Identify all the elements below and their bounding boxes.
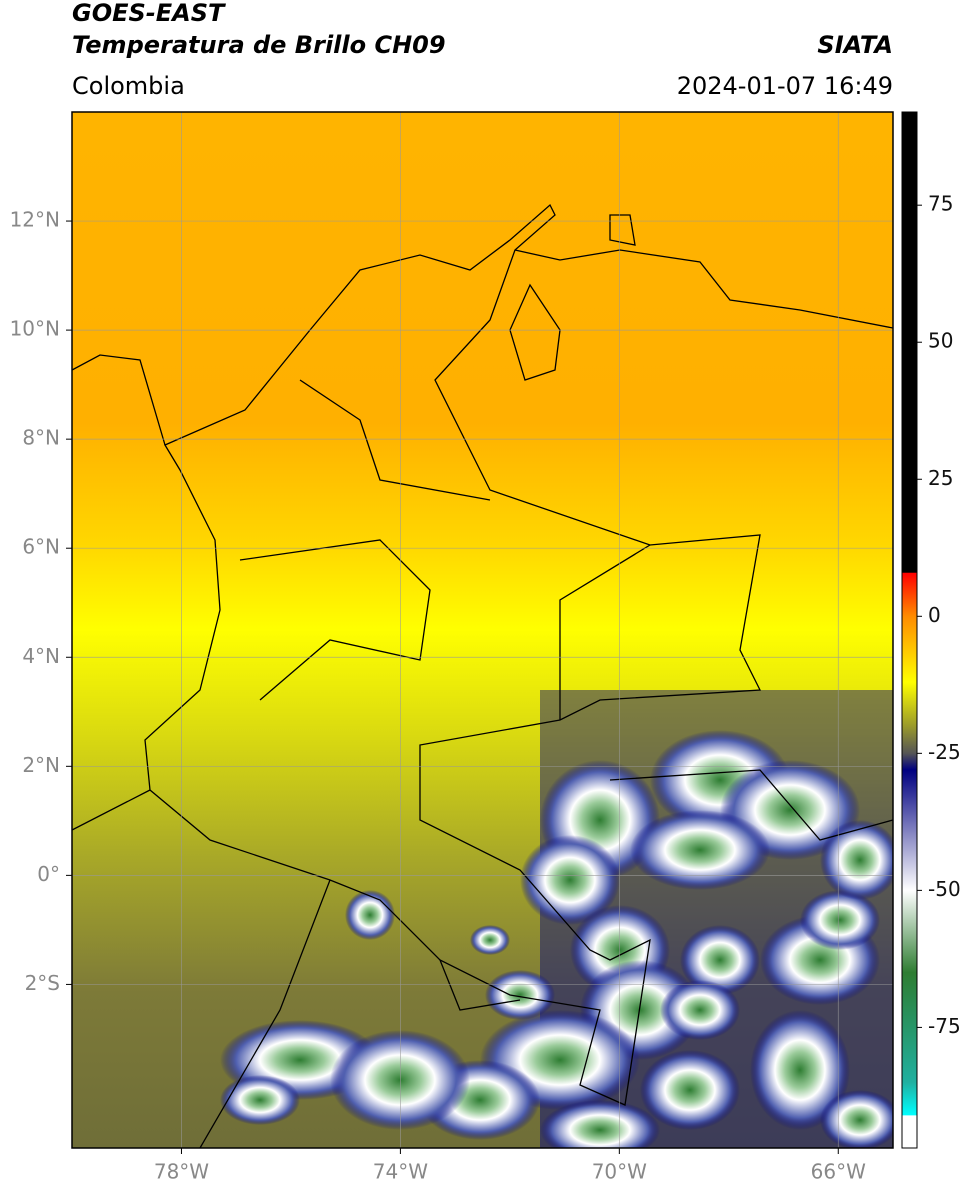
region: Colombia xyxy=(72,72,185,100)
map-image xyxy=(72,112,893,1148)
grid xyxy=(72,112,893,1148)
colorbar-tick-label: -75 xyxy=(928,1014,961,1038)
map-frame xyxy=(71,111,894,1149)
background xyxy=(72,112,893,1148)
colorbar-tick-label: -25 xyxy=(928,740,961,764)
y-tick-label: 4°N xyxy=(22,644,60,668)
date: 2024-01-07 16:49 xyxy=(677,72,893,100)
y-tick-label: 2°S xyxy=(25,971,60,995)
y-tick-label: 0° xyxy=(37,862,60,886)
colorbar-tick-label: -50 xyxy=(928,877,961,901)
colorbar-tick-label: 25 xyxy=(928,466,953,490)
y-tick-label: 6°N xyxy=(22,535,60,559)
colorbar-tick-label: 0 xyxy=(928,603,941,627)
colorbar-tick-label: 50 xyxy=(928,329,953,353)
borders xyxy=(72,203,893,1148)
colorbar-tick-label: 75 xyxy=(928,192,953,216)
y-tick-label: 10°N xyxy=(10,317,60,341)
x-tick-label: 78°W xyxy=(154,1160,209,1184)
subtitle: Temperatura de Brillo CH09 xyxy=(72,31,446,59)
y-tick-label: 2°N xyxy=(22,753,60,777)
title: GOES-EAST xyxy=(72,0,226,27)
colorbar xyxy=(901,111,918,1149)
y-tick-label: 8°N xyxy=(22,426,60,450)
x-tick-label: 66°W xyxy=(811,1160,866,1184)
source: SIATA xyxy=(817,31,893,59)
y-tick-label: 12°N xyxy=(10,208,60,232)
x-tick-label: 74°W xyxy=(373,1160,428,1184)
x-tick-label: 70°W xyxy=(592,1160,647,1184)
